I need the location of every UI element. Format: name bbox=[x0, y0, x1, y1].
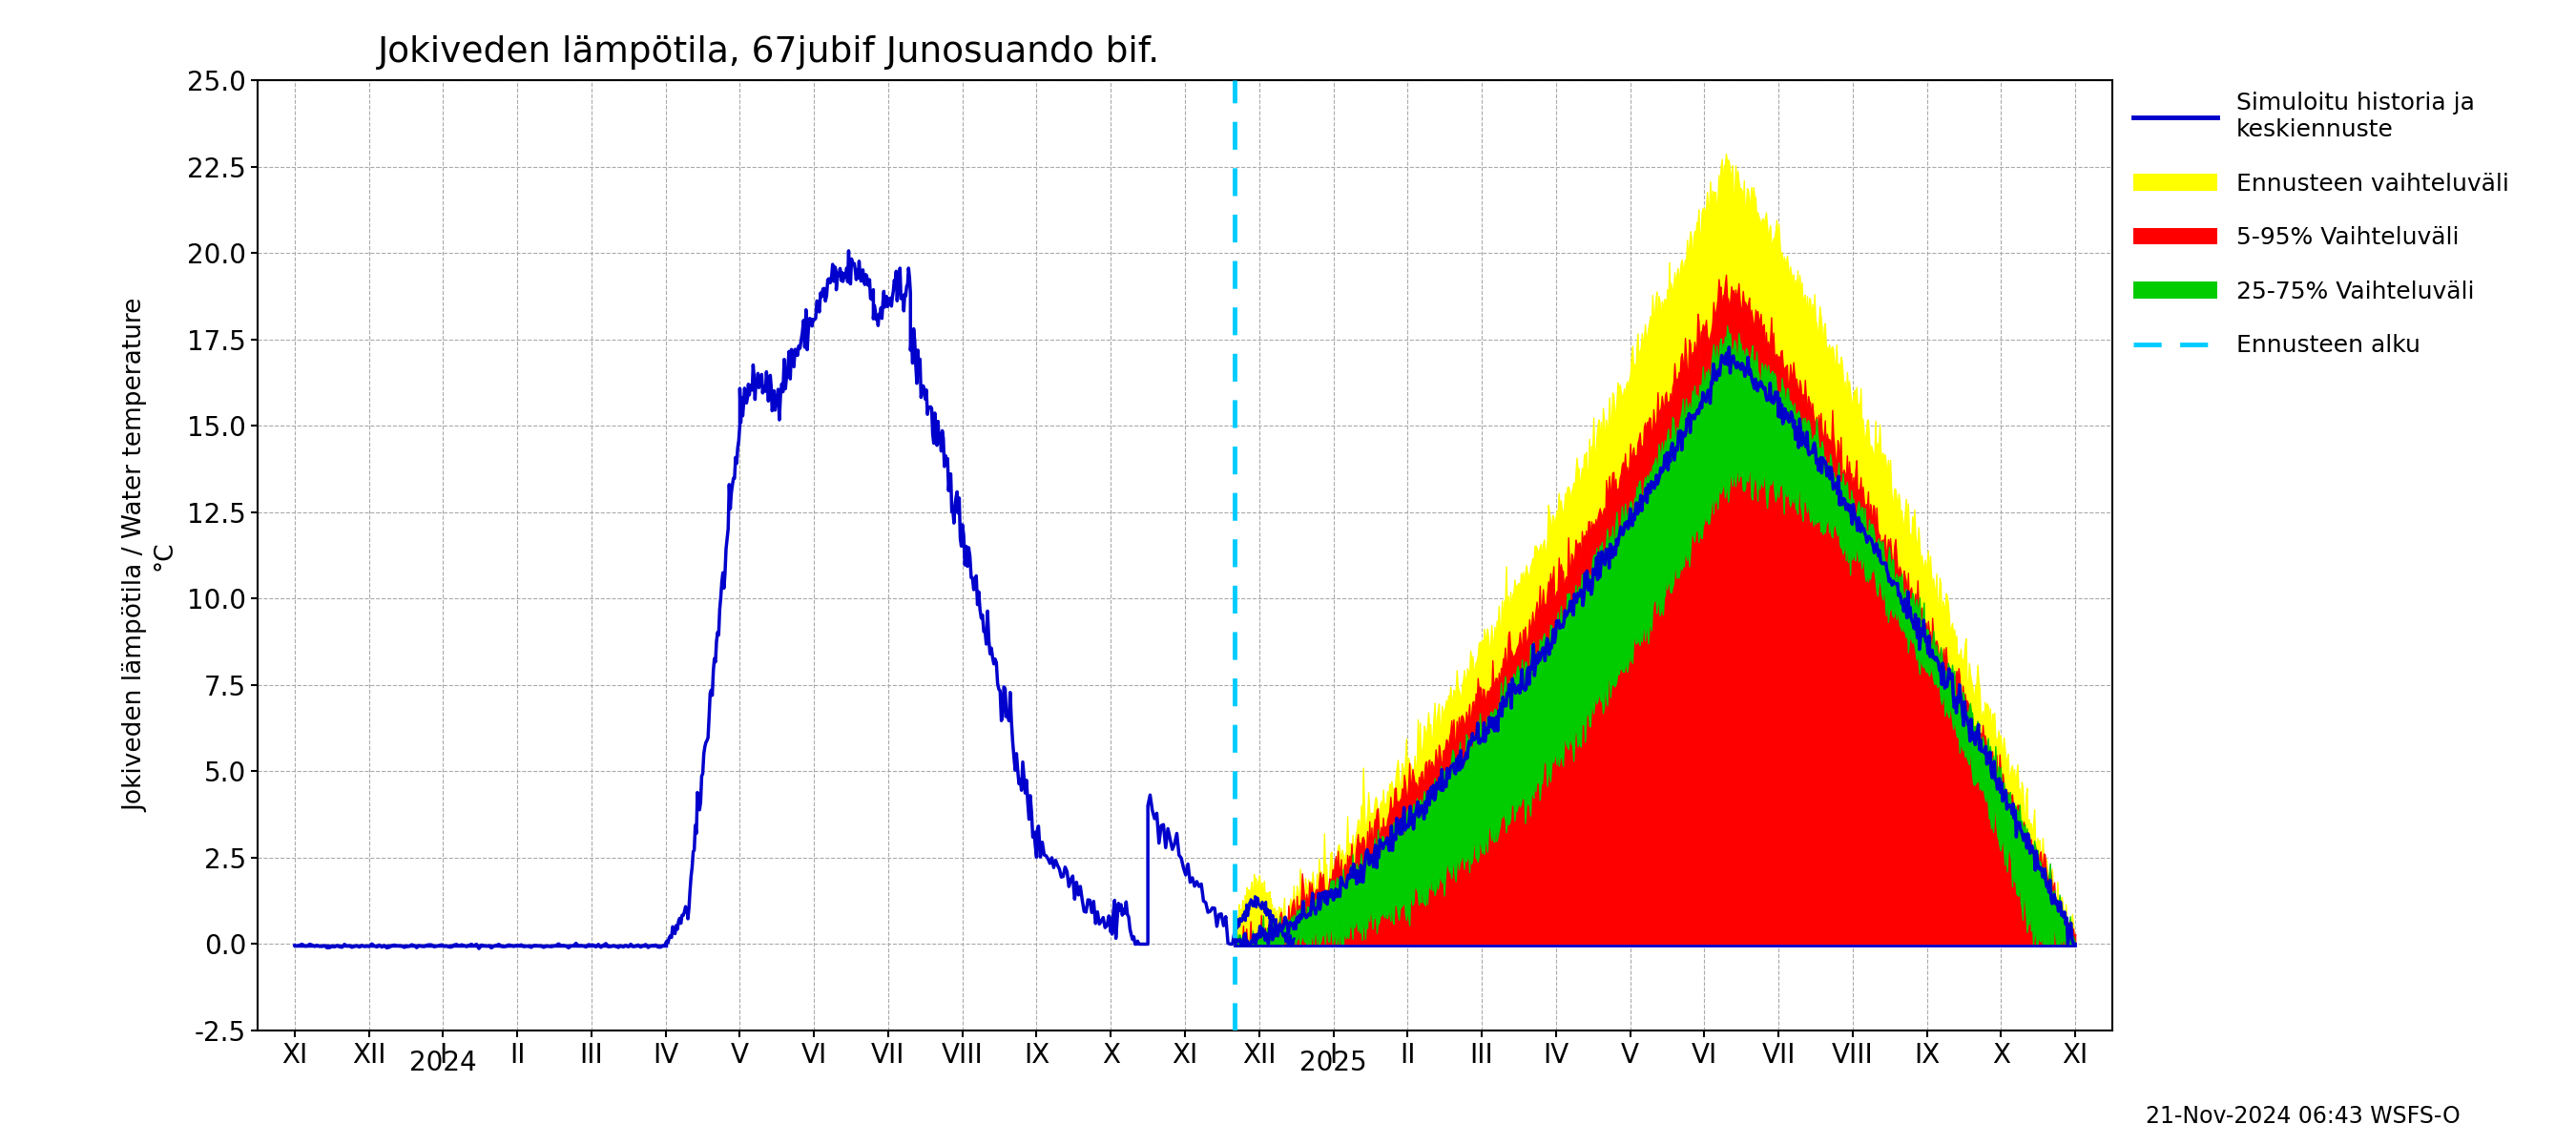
Y-axis label: Jokiveden lämpötila / Water temperature
°C: Jokiveden lämpötila / Water temperature … bbox=[124, 299, 178, 812]
Legend: Simuloitu historia ja
keskiennuste, Ennusteen vaihteluväli, 5-95% Vaihteluväli, : Simuloitu historia ja keskiennuste, Ennu… bbox=[2133, 92, 2509, 357]
Text: Jokiveden lämpötila, 67jubif Junosuando bif.: Jokiveden lämpötila, 67jubif Junosuando … bbox=[379, 34, 1162, 69]
Text: 2024: 2024 bbox=[410, 1050, 477, 1076]
Text: 2025: 2025 bbox=[1301, 1050, 1368, 1076]
Text: 21-Nov-2024 06:43 WSFS-O: 21-Nov-2024 06:43 WSFS-O bbox=[2146, 1105, 2460, 1128]
